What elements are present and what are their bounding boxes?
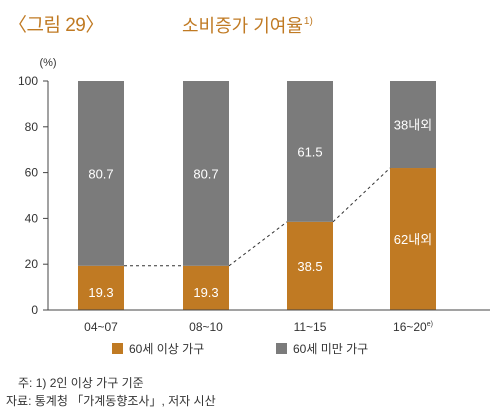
legend-swatch-60plus [112, 343, 123, 354]
bar-60plus [390, 168, 436, 310]
y-tick-label: 40 [25, 211, 39, 225]
bar-60plus [287, 221, 333, 310]
x-tick-label: 08~10 [189, 320, 223, 334]
x-tick-label-sup: e) [427, 321, 433, 328]
y-tick-label: 0 [31, 303, 38, 317]
chart-title: 소비증가 기여율1) [182, 12, 313, 38]
chart-title-text: 소비증가 기여율 [182, 16, 303, 36]
x-tick-label: 16~20e) [393, 320, 433, 334]
legend-swatch-under60 [276, 343, 287, 354]
legend-item-under60: 60세 미만 가구 [276, 340, 368, 357]
footnote: 주: 1) 2인 이상 가구 기준 [18, 376, 144, 390]
y-tick-label: 20 [25, 257, 39, 271]
y-tick-label: 60 [25, 166, 39, 180]
legend-item-60plus: 60세 이상 가구 [112, 340, 204, 357]
y-tick-label: 100 [18, 74, 38, 88]
source-note: 자료: 통계청 「가계동향조사」, 저자 시산 [6, 394, 216, 408]
bar-under60 [78, 81, 124, 266]
data-label-60plus: 19.3 [88, 285, 113, 300]
data-label-under60: 80.7 [193, 166, 218, 181]
connector-line [228, 221, 288, 267]
data-label-60plus: 19.3 [193, 285, 218, 300]
connector-line [332, 167, 391, 223]
data-label-under60: 61.5 [297, 144, 322, 159]
y-axis-unit-label: (%) [39, 57, 56, 69]
legend-label-under60: 60세 미만 가구 [293, 342, 369, 356]
bar-under60 [390, 81, 436, 169]
x-tick-label: 11~15 [294, 320, 327, 334]
legend-label-60plus: 60세 이상 가구 [129, 342, 205, 356]
data-label-60plus: 62내외 [394, 232, 432, 247]
bar-60plus [183, 265, 229, 310]
data-label-60plus: 38.5 [297, 259, 322, 274]
x-tick-label: 04~07 [84, 320, 118, 334]
bar-under60 [183, 81, 229, 266]
bar-under60 [287, 81, 333, 222]
bar-60plus [78, 265, 124, 310]
figure-number: 〈그림 29〉 [8, 15, 104, 36]
y-tick-label: 80 [25, 120, 39, 134]
chart-title-footnote-mark: 1) [303, 16, 313, 27]
data-label-under60: 38내외 [394, 118, 432, 133]
data-label-under60: 80.7 [88, 166, 113, 181]
